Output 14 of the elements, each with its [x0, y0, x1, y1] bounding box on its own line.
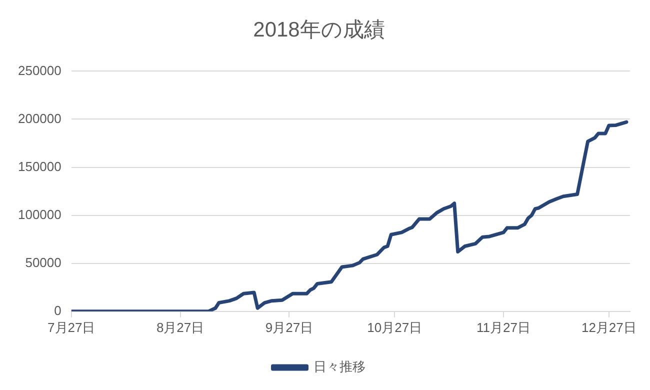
- y-tick-label: 150000: [18, 158, 62, 174]
- chart-title: 2018年の成績: [253, 18, 385, 42]
- y-tick-label: 250000: [18, 62, 62, 78]
- x-tick-label: 12月27日: [581, 320, 636, 335]
- y-tick-label: 200000: [18, 110, 62, 126]
- x-tick-label: 7月27日: [48, 320, 96, 335]
- x-tick-label: 8月27日: [156, 320, 204, 335]
- x-tick-label: 9月27日: [265, 320, 314, 335]
- y-tick-label: 100000: [18, 206, 62, 222]
- y-tick-label: 0: [54, 302, 62, 318]
- x-tick-label: 10月27日: [367, 320, 422, 335]
- legend-label: 日々推移: [313, 359, 366, 374]
- x-tick-label: 11月27日: [476, 320, 531, 335]
- y-tick-label: 50000: [25, 254, 62, 270]
